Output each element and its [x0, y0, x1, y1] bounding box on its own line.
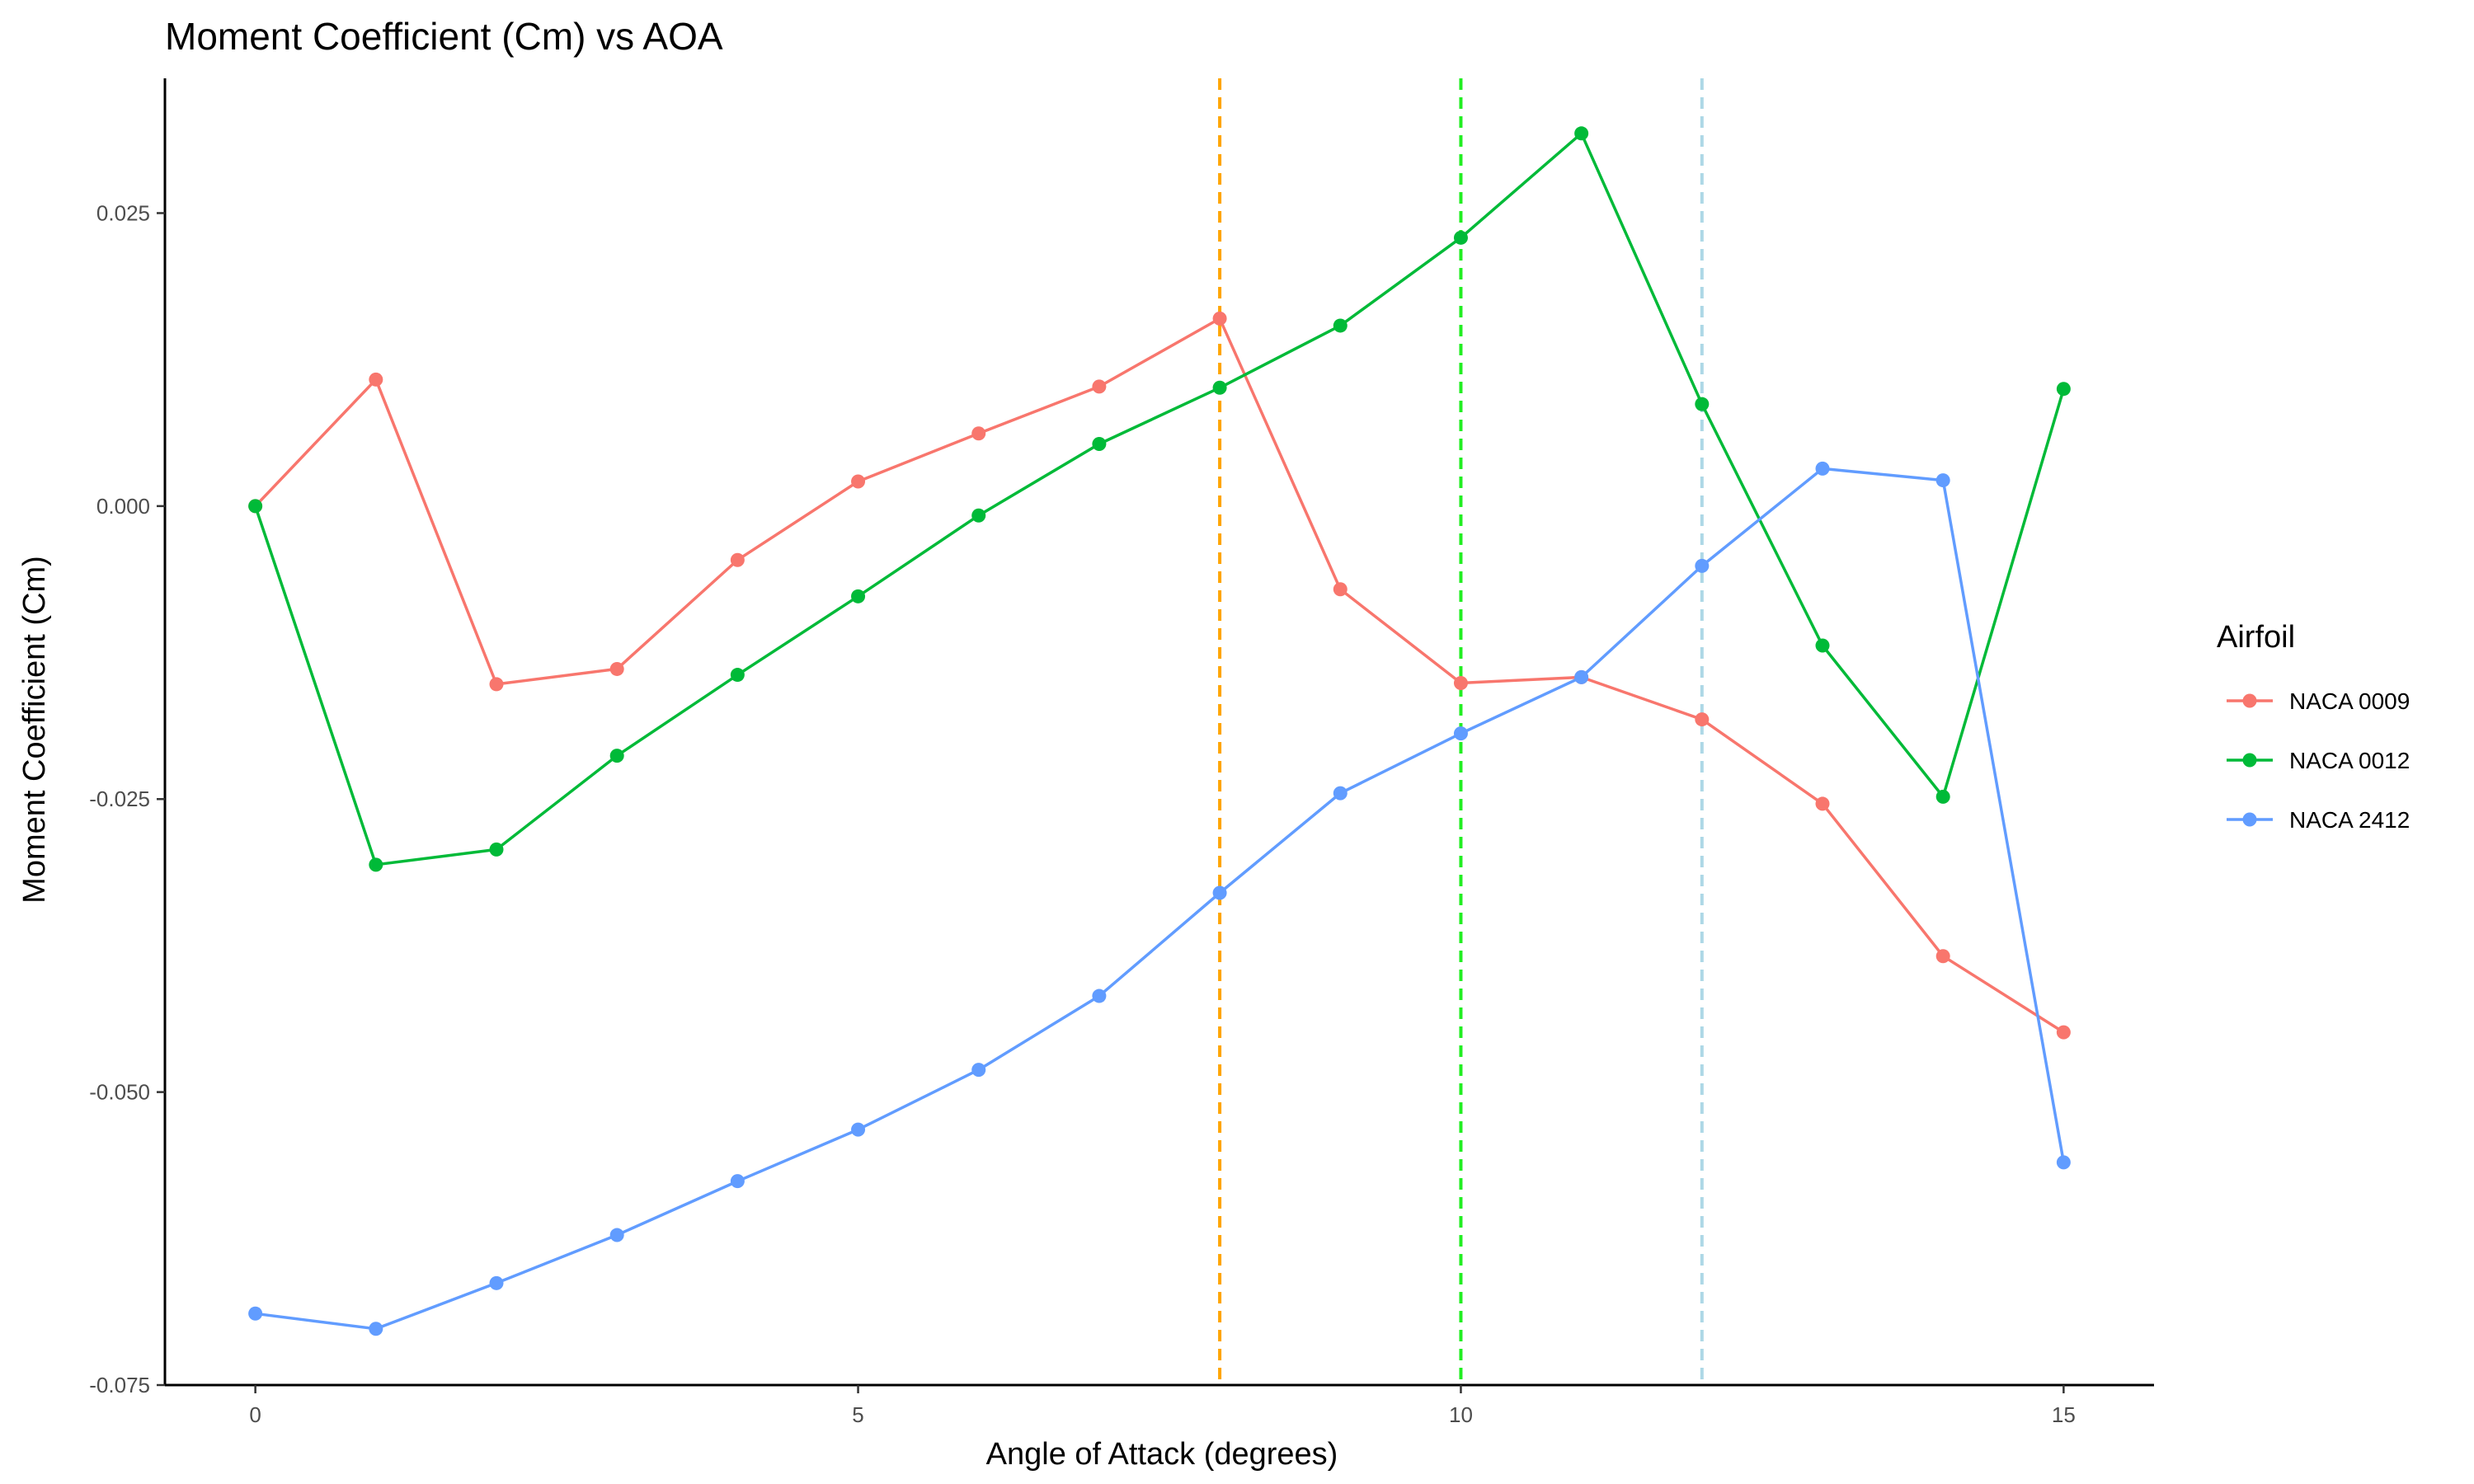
- data-point: [1453, 676, 1468, 691]
- data-point: [1815, 638, 1830, 653]
- data-point: [369, 372, 383, 387]
- data-point: [730, 552, 745, 567]
- data-point: [2056, 382, 2071, 397]
- y-tick-label: 0.025: [96, 200, 150, 225]
- legend-label: NACA 0009: [2289, 688, 2410, 714]
- y-tick-label: -0.025: [89, 787, 150, 811]
- legend: Airfoil NACA 0009 NACA 0012 NACA 2412: [2217, 620, 2410, 833]
- data-point: [730, 1174, 745, 1189]
- data-point: [609, 1228, 624, 1242]
- series-line: [255, 467, 2066, 1331]
- y-axis-title: Moment Coefficient (Cm): [17, 556, 52, 904]
- x-tick-label: 0: [249, 1402, 261, 1427]
- x-tick-label: 10: [1449, 1402, 1473, 1427]
- x-tick-label: 5: [852, 1402, 863, 1427]
- data-point: [1574, 126, 1589, 141]
- data-point: [971, 426, 986, 441]
- data-point: [971, 508, 986, 523]
- x-axis-title: Angle of Attack (degrees): [986, 1437, 1338, 1472]
- data-point: [1333, 582, 1348, 597]
- y-tick-label: 0.000: [96, 494, 150, 519]
- data-point: [489, 1275, 504, 1290]
- data-point: [1333, 786, 1348, 801]
- data-point: [1815, 461, 1830, 476]
- data-point: [1453, 726, 1468, 741]
- series-line: [254, 317, 2065, 1034]
- data-point: [851, 589, 866, 603]
- legend-title: Airfoil: [2217, 620, 2295, 655]
- data-point: [1092, 379, 1107, 394]
- data-point: [851, 1122, 866, 1137]
- data-point: [609, 749, 624, 763]
- data-point: [1333, 318, 1348, 333]
- data-point: [1092, 989, 1107, 1003]
- data-point: [1695, 558, 1710, 573]
- data-point: [489, 677, 504, 692]
- legend-label: NACA 0012: [2289, 748, 2410, 773]
- data-point: [1695, 397, 1710, 411]
- x-tick-label: 15: [2052, 1402, 2076, 1427]
- series-line: [253, 132, 2066, 866]
- data-point: [1212, 885, 1227, 900]
- data-point: [1212, 311, 1227, 326]
- legend-key-point: [2242, 753, 2257, 768]
- data-point: [1453, 230, 1468, 245]
- data-point: [369, 1322, 383, 1336]
- data-point: [2056, 1155, 2071, 1170]
- data-point: [1935, 949, 1950, 964]
- y-tick-label: -0.050: [89, 1080, 150, 1105]
- data-point: [489, 842, 504, 857]
- data-point: [248, 499, 263, 514]
- data-point: [1695, 712, 1710, 727]
- legend-key-point: [2242, 812, 2257, 827]
- data-point: [730, 668, 745, 683]
- y-tick-label: -0.075: [89, 1373, 150, 1397]
- plot-area: -0.075 -0.050 -0.025 0.000 0.025 0 5 10 15: [89, 78, 2154, 1427]
- data-point: [1935, 789, 1950, 804]
- data-point: [1935, 473, 1950, 488]
- data-point: [369, 857, 383, 872]
- chart-title: Moment Coefficient (Cm) vs AOA: [165, 15, 723, 58]
- data-point: [1092, 437, 1107, 452]
- legend-label: NACA 2412: [2289, 807, 2410, 833]
- data-point: [1212, 380, 1227, 395]
- data-point: [851, 474, 866, 489]
- data-point: [609, 661, 624, 676]
- data-point: [248, 1306, 263, 1321]
- data-point: [1815, 796, 1830, 811]
- data-point: [2056, 1025, 2071, 1040]
- data-point: [971, 1063, 986, 1078]
- data-point: [1574, 669, 1589, 684]
- legend-key-point: [2242, 693, 2257, 708]
